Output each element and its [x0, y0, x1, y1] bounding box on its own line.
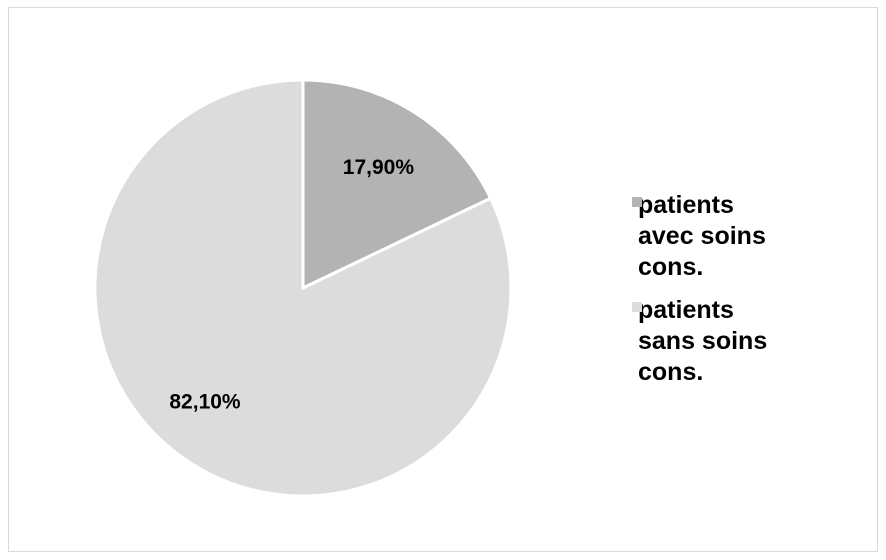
- pie-slice-sans-soins: [93, 78, 513, 498]
- pie-data-labels: 17,90% 82,10%: [169, 156, 414, 414]
- legend-label-avec-soins: patients avec soins cons.: [638, 191, 766, 281]
- pie-slice-avec-soins: [301, 78, 493, 290]
- legend-item-avec-soins: patients avec soins cons.: [630, 190, 860, 283]
- legend-swatch-sans-soins: [632, 302, 642, 312]
- data-label-avec-soins: 17,90%: [343, 156, 415, 179]
- chart-legend: patients avec soins cons. patients sans …: [630, 190, 860, 400]
- data-label-sans-soins: 82,10%: [169, 391, 241, 414]
- legend-label-sans-soins: patients sans soins cons.: [638, 296, 768, 386]
- legend-swatch-avec-soins: [632, 197, 642, 207]
- legend-item-sans-soins: patients sans soins cons.: [630, 295, 860, 388]
- pie-slices: [93, 78, 513, 498]
